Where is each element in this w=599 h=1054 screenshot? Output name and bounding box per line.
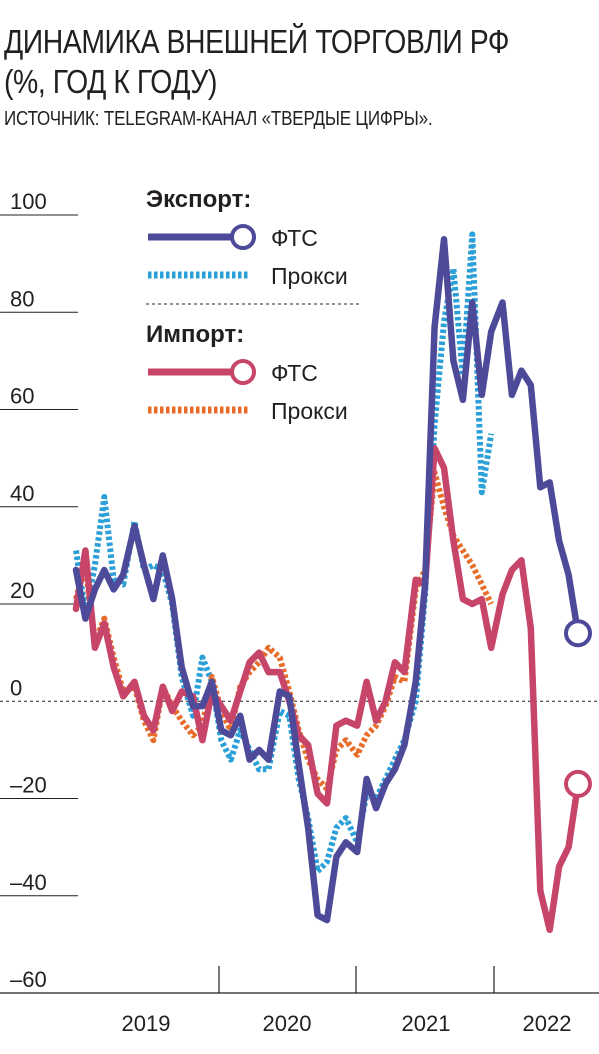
y-tick-label: 40 — [10, 481, 34, 506]
x-tick-label: 2022 — [523, 1011, 572, 1036]
x-tick-label: 2020 — [263, 1011, 312, 1036]
y-tick-label: 0 — [10, 675, 22, 700]
legend-export-proxy-label: Прокси — [271, 263, 348, 289]
chart-axes: 100 80 60 40 20 0 –20 –40 –60 2019 2020 2021 2022 — [0, 189, 599, 1036]
end-marker-export-fts — [564, 619, 592, 648]
y-tick-label: 100 — [10, 189, 47, 214]
y-tick-label: 60 — [10, 384, 34, 409]
chart-legend: Экспорт: ФТС Прокси Импорт: ФТС Прокси — [146, 186, 362, 424]
chart-title: ДИНАМИКА ВНЕШНЕЙ ТОРГОВЛИ РФ (%, ГОД К Г… — [4, 22, 511, 102]
x-tick-label: 2019 — [122, 1011, 171, 1036]
legend-import-heading: Импорт: — [146, 321, 244, 348]
legend-import-fts-marker — [230, 359, 256, 385]
y-tick-label: –20 — [10, 773, 47, 798]
end-marker-import-fts — [564, 769, 592, 798]
legend-export-heading: Экспорт: — [146, 186, 251, 213]
x-tick-label: 2021 — [402, 1011, 451, 1036]
y-tick-label: 20 — [10, 578, 34, 603]
y-tick-label: –40 — [10, 870, 47, 895]
y-tick-label: –60 — [10, 967, 47, 992]
legend-export-fts-label: ФТС — [271, 225, 318, 251]
chart-series — [72, 231, 592, 934]
chart-source: ИСТОЧНИК: TELEGRAM-КАНАЛ «ТВЕРДЫЕ ЦИФРЫ»… — [4, 108, 433, 130]
legend-export-fts-marker — [230, 224, 256, 250]
series-line-import-fts — [72, 445, 582, 934]
series-line-export-fts — [72, 236, 582, 924]
chart-title-line-2: (%, ГОД К ГОДУ) — [4, 63, 217, 100]
chart-title-line-1: ДИНАМИКА ВНЕШНЕЙ ТОРГОВЛИ РФ — [4, 23, 510, 60]
legend-import-proxy-label: Прокси — [271, 398, 348, 424]
legend-import-fts-label: ФТС — [271, 360, 318, 386]
y-tick-label: 80 — [10, 286, 34, 311]
